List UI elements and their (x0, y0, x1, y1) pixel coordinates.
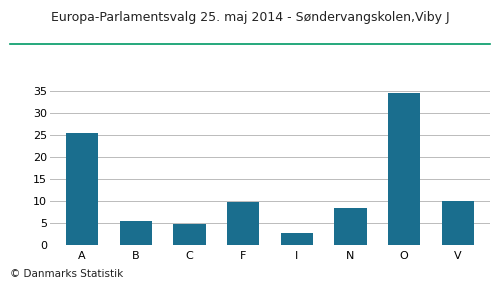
Bar (388, 93, 420, 245)
Bar (442, 201, 474, 245)
Bar (280, 233, 313, 245)
Bar (120, 221, 152, 245)
Text: © Danmarks Statistik: © Danmarks Statistik (10, 269, 123, 279)
Bar (174, 224, 206, 245)
Bar (66, 133, 98, 245)
Bar (334, 208, 366, 245)
Text: Europa-Parlamentsvalg 25. maj 2014 - Søndervangskolen,Viby J: Europa-Parlamentsvalg 25. maj 2014 - Søn… (50, 11, 450, 24)
Bar (227, 202, 260, 245)
